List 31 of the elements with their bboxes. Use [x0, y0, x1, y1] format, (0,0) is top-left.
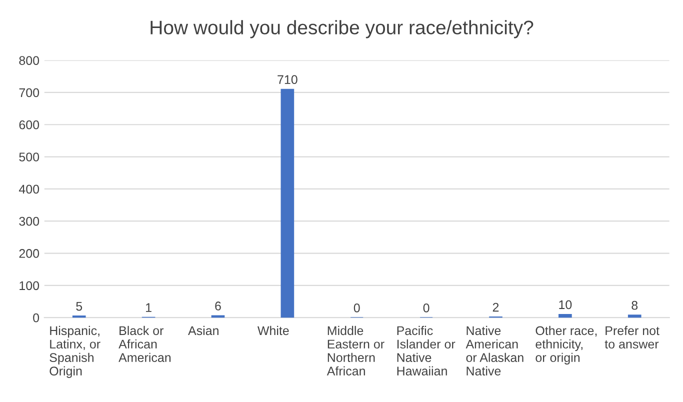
data-label: 6 — [215, 302, 221, 310]
y-tick-label: 100 — [20, 281, 40, 290]
x-tick-label: Asian — [188, 326, 218, 336]
y-tick-label: 0 — [33, 313, 40, 322]
y-tick-label: 500 — [19, 152, 40, 162]
x-tick-label: Pacific Islander or Native Hawaiian — [397, 326, 456, 376]
x-tick-label: Native American or Alaskan Native — [466, 326, 524, 376]
data-label: 710 — [278, 75, 298, 84]
data-label: 10 — [559, 300, 572, 310]
x-tick-label: Hispanic, Latinx, or Spanish Origin — [50, 326, 100, 378]
data-label: 5 — [76, 302, 82, 311]
y-tick-label: 200 — [19, 249, 40, 258]
x-tick-label: Other race, ethnicity, or origin — [536, 326, 597, 364]
data-label: 1 — [146, 303, 152, 312]
data-label: 0 — [354, 303, 360, 312]
y-tick-label: 300 — [19, 216, 40, 226]
bar — [628, 314, 642, 318]
x-tick-label: White — [257, 326, 289, 336]
x-tick-label: Black or African American — [118, 326, 171, 362]
bar — [280, 88, 294, 318]
chart-title: How would you describe your race/ethnicity? — [150, 20, 534, 38]
y-tick-label: 400 — [18, 184, 40, 194]
data-label: 2 — [492, 302, 499, 312]
x-tick-label: Prefer not to answer — [604, 326, 660, 349]
x-tick-label: Middle Eastern or Northern African — [326, 326, 384, 376]
data-label: 8 — [632, 300, 638, 310]
y-tick-label: 600 — [19, 120, 40, 130]
y-tick-label: 700 — [19, 88, 40, 98]
y-tick-label: 800 — [19, 56, 40, 65]
bar — [558, 314, 572, 318]
data-label: 0 — [423, 303, 430, 312]
